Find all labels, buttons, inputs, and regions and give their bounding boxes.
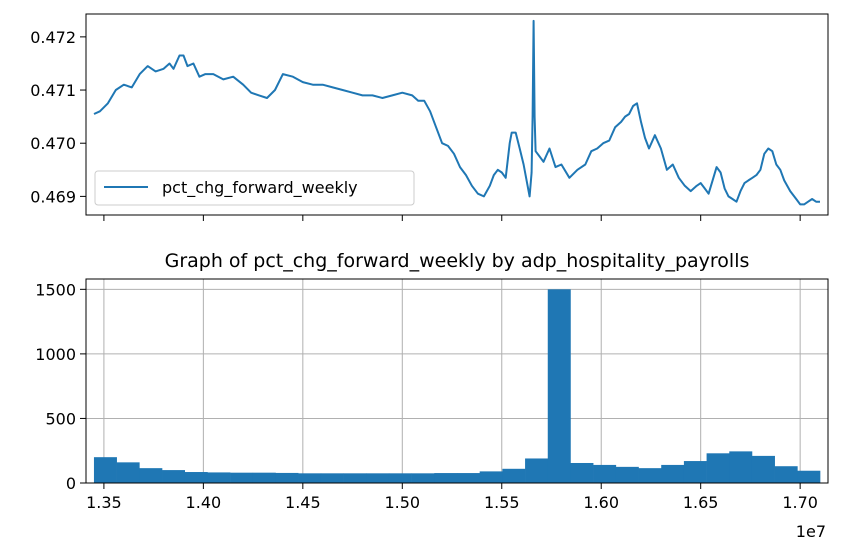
histogram-bar <box>184 472 208 483</box>
legend-box <box>94 170 415 206</box>
histogram-bar <box>570 462 594 483</box>
x-tick-label: 1.55 <box>484 493 520 512</box>
y-tick-label: 500 <box>45 409 76 428</box>
histogram-bar <box>661 464 685 483</box>
y-axis-ticks: 0 500 1000 1500 <box>35 280 86 493</box>
x-axis-offset-label: 1e7 <box>796 522 826 541</box>
series-line <box>93 19 820 206</box>
x-tick-label: 1.45 <box>285 493 321 512</box>
histogram-bar <box>479 471 503 483</box>
x-axis-ticks: 1.35 1.40 1.45 1.50 1.55 1.60 1.65 1.70 <box>86 483 818 512</box>
histogram-bar <box>366 473 390 483</box>
histogram-bar <box>388 473 412 483</box>
histogram-bar <box>343 473 367 483</box>
histogram-bar <box>683 461 707 483</box>
histogram-bar <box>411 473 435 483</box>
y-tick-label: 0.471 <box>30 81 76 100</box>
histogram-bar <box>751 455 775 483</box>
histogram-bar <box>457 473 480 483</box>
histogram-bar <box>434 473 458 483</box>
x-tick-label: 1.50 <box>384 493 420 512</box>
y-axis-ticks: 0.469 0.470 0.471 0.472 <box>30 28 86 206</box>
histogram-bar <box>252 472 276 483</box>
histogram-plot-area <box>86 279 828 483</box>
x-tick-label: 1.70 <box>782 493 818 512</box>
histogram-bar <box>547 289 571 483</box>
line-chart-frame <box>85 13 829 216</box>
x-axis-ticks <box>103 215 801 221</box>
histogram-bar <box>207 472 231 483</box>
histogram-title: Graph of pct_chg_forward_weekly by adp_h… <box>165 250 750 272</box>
y-tick-label: 0 <box>66 474 76 493</box>
legend-label: pct_chg_forward_weekly <box>162 178 358 198</box>
histogram-chart: Graph of pct_chg_forward_weekly by adp_h… <box>35 250 829 541</box>
y-tick-label: 0.469 <box>30 187 76 206</box>
histogram-bar <box>230 472 254 483</box>
histogram-bars <box>93 289 821 483</box>
histogram-bar <box>298 473 322 483</box>
y-tick-label: 1000 <box>35 345 76 364</box>
histogram-frame <box>85 278 829 484</box>
histogram-bar <box>729 451 753 483</box>
histogram-bar <box>593 464 617 483</box>
histogram-bar <box>502 468 526 483</box>
histogram-bar <box>774 466 798 483</box>
histogram-bar <box>162 470 186 483</box>
histogram-bar <box>275 472 299 483</box>
histogram-bar <box>320 473 344 483</box>
histogram-bar <box>116 462 140 483</box>
histogram-bar <box>638 468 662 483</box>
legend: pct_chg_forward_weekly <box>94 170 415 206</box>
x-tick-label: 1.65 <box>683 493 719 512</box>
histogram-bar <box>706 453 730 483</box>
x-tick-label: 1.60 <box>583 493 619 512</box>
y-tick-label: 0.472 <box>30 28 76 47</box>
histogram-bar <box>139 468 163 483</box>
histogram-bar <box>797 470 821 483</box>
histogram-bar <box>93 457 117 483</box>
x-tick-label: 1.35 <box>86 493 122 512</box>
line-chart: 0.469 0.470 0.471 0.472 pct_chg_forward_wee… <box>30 13 829 221</box>
y-tick-label: 1500 <box>35 280 76 299</box>
histogram-bar <box>615 466 639 483</box>
x-tick-label: 1.40 <box>186 493 222 512</box>
histogram-bar <box>525 458 549 483</box>
y-tick-label: 0.470 <box>30 134 76 153</box>
